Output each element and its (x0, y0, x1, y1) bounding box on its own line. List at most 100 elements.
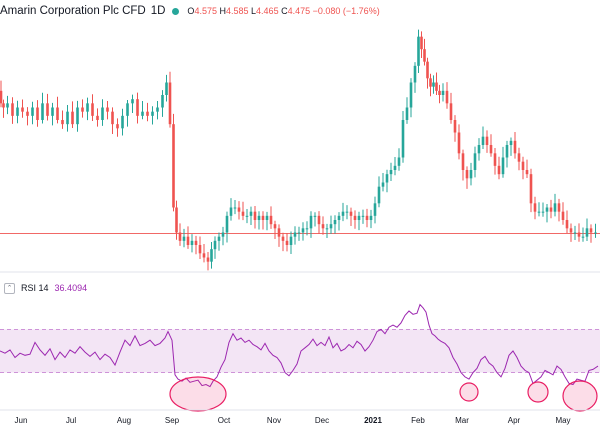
x-tick-label: Feb (411, 416, 425, 425)
candle-body (577, 232, 581, 237)
candle-body (269, 215, 273, 225)
candle-body (397, 157, 401, 166)
candle-body (589, 228, 593, 233)
x-tick-label: Aug (117, 416, 131, 425)
candle-body (393, 165, 397, 170)
candle-body (329, 224, 333, 229)
candle-body (245, 215, 249, 217)
candle-body (345, 211, 349, 213)
candle-body (194, 240, 198, 245)
candle-body (481, 136, 485, 145)
candle-body (413, 65, 417, 83)
chart-legend: Amarin Corporation Plc CFD 1D O4.575 H4.… (0, 3, 380, 19)
candle-body (469, 170, 473, 179)
candle-body (505, 145, 509, 158)
candle-body (277, 228, 281, 237)
candle-body (141, 111, 144, 116)
highlight-annotation[interactable] (562, 380, 598, 412)
candle-body (353, 215, 357, 220)
candle-body (221, 232, 225, 237)
candle-body (146, 111, 149, 116)
candle-body (405, 107, 409, 120)
candle-body (61, 120, 64, 125)
candle-body (172, 124, 175, 208)
ohlc-values: O4.575 H4.585 L4.465 C4.475 −0.080 (−1.7… (187, 6, 380, 16)
candle-body (210, 249, 213, 262)
candle-body (126, 103, 129, 116)
ohlc-high: 4.585 (225, 6, 249, 16)
highlight-annotation[interactable] (459, 382, 479, 402)
candle-body (349, 211, 353, 216)
interval-label[interactable]: 1D (150, 5, 166, 17)
candle-body (297, 232, 301, 234)
candle-body (321, 224, 325, 229)
candle-body (409, 82, 413, 108)
candle-body (71, 111, 74, 125)
candle-body (445, 90, 449, 104)
candle-body (529, 174, 533, 204)
highlight-annotation[interactable] (169, 376, 227, 412)
candle-body (461, 153, 465, 170)
candle-body (106, 107, 109, 112)
candle-body (420, 36, 423, 50)
x-tick-label: Jun (15, 416, 28, 425)
candle-body (309, 215, 313, 229)
rsi-legend: ⌃ RSI 14 36.4094 (4, 281, 87, 295)
candle-body (46, 103, 49, 116)
candle-body (261, 215, 265, 220)
candle-body (285, 240, 289, 245)
candle-body (426, 61, 429, 79)
candle-body (573, 232, 577, 234)
candle-body (489, 145, 493, 154)
candle-body (253, 211, 257, 220)
candle-body (96, 115, 99, 120)
candle-body (175, 207, 178, 233)
candle-body (453, 120, 457, 133)
x-tick-label: Jul (66, 416, 76, 425)
candle-body (168, 82, 172, 125)
candle-body (265, 215, 269, 220)
candle-body (373, 203, 377, 216)
candle-body (541, 211, 545, 213)
x-axis: Jun Jul Aug Sep Oct Nov Dec 2021 Feb Mar Apr May (0, 409, 600, 425)
candle-body (389, 170, 393, 175)
candle-body (229, 207, 233, 216)
highlight-annotation[interactable] (527, 381, 549, 403)
candle-body (473, 153, 477, 170)
x-tick-label: Oct (218, 416, 231, 425)
candle-body (66, 111, 69, 125)
candle-body (509, 140, 513, 145)
collapse-icon[interactable]: ⌃ (4, 282, 15, 294)
candle-body (21, 107, 24, 112)
market-status-icon[interactable] (172, 7, 180, 15)
candle-body (581, 236, 585, 238)
candle-body (417, 36, 420, 66)
candle-body (517, 153, 521, 162)
price-pane[interactable] (0, 29, 600, 271)
candle-body (182, 236, 186, 241)
candle-body (81, 107, 84, 112)
candle-body (217, 236, 221, 241)
candle-body (369, 215, 373, 220)
x-tick-label: Nov (267, 416, 281, 425)
candle-body (293, 232, 297, 237)
candle-body (501, 157, 505, 175)
candle-body (257, 215, 261, 220)
candle-body (178, 232, 182, 241)
candle-body (6, 103, 9, 108)
candle-body (56, 107, 59, 120)
candle-body (341, 211, 345, 216)
candle-body (156, 107, 159, 112)
rsi-pane[interactable] (0, 303, 600, 412)
candle-body (497, 165, 501, 175)
candle-body (594, 232, 597, 234)
candle-body (569, 228, 573, 233)
candle-body (41, 103, 44, 120)
candle-body (565, 220, 569, 229)
candle-body (337, 215, 341, 220)
x-tick-label: Mar (455, 416, 469, 425)
candle-body (485, 136, 489, 145)
rsi-line (0, 303, 599, 388)
candle-body (365, 215, 369, 220)
